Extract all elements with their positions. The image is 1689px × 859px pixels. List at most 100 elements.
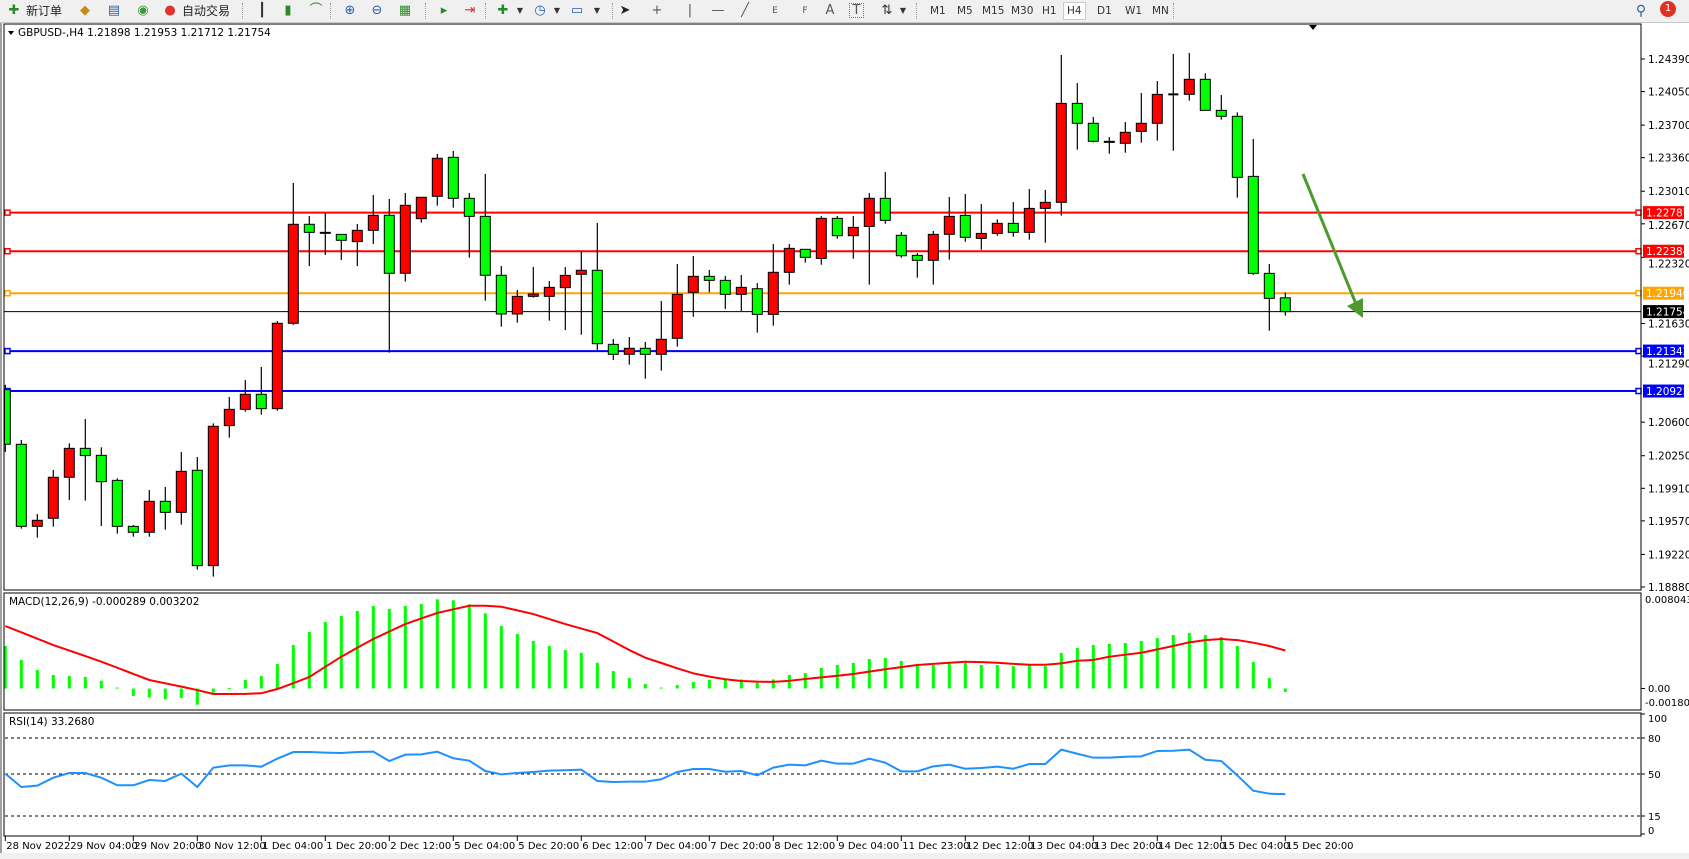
arrows-icon[interactable]: ⇅ <box>881 3 893 18</box>
trendline-icon[interactable]: ╱ <box>741 3 749 18</box>
candle[interactable] <box>415 196 427 223</box>
auto-scroll-icon[interactable]: ▸ <box>440 3 448 18</box>
candle[interactable] <box>1247 139 1259 275</box>
new-order-icon[interactable]: ✚ <box>8 3 20 18</box>
candle[interactable] <box>703 270 715 293</box>
crosshair-icon[interactable]: + <box>651 3 663 18</box>
line-chart-icon[interactable]: ⌒ <box>309 3 323 18</box>
line-anchor-handle[interactable] <box>1635 209 1642 216</box>
candle[interactable] <box>1119 122 1131 153</box>
candle[interactable] <box>559 267 571 330</box>
auto-trading-icon[interactable]: ● <box>164 3 176 18</box>
candle[interactable] <box>367 194 379 244</box>
macd-panel[interactable] <box>3 599 1287 705</box>
candle[interactable] <box>175 451 187 525</box>
candle[interactable] <box>223 396 235 438</box>
candle[interactable] <box>1023 189 1035 240</box>
candle[interactable] <box>911 253 923 278</box>
candle[interactable] <box>1151 81 1163 141</box>
candle[interactable] <box>4 384 11 452</box>
candle[interactable] <box>975 204 987 250</box>
candle[interactable] <box>191 456 203 570</box>
candle[interactable] <box>991 219 1003 236</box>
candle[interactable] <box>63 443 75 500</box>
candle[interactable] <box>1215 95 1227 120</box>
candle[interactable] <box>639 341 651 379</box>
candle[interactable] <box>95 447 107 526</box>
candle[interactable] <box>463 192 475 258</box>
candle[interactable] <box>383 199 395 353</box>
candle[interactable] <box>143 490 155 537</box>
candle[interactable] <box>511 289 523 323</box>
line-anchor-handle[interactable] <box>1635 387 1642 395</box>
timeframe-h4[interactable]: H4 <box>1063 2 1086 20</box>
chart-shift-icon[interactable]: ⇥ <box>464 3 476 18</box>
rsi-panel[interactable]: 100 80 50 15 0 <box>4 713 1667 837</box>
text-tool-icon[interactable]: A <box>825 3 835 18</box>
tile-windows-icon[interactable]: ▦ <box>398 3 412 18</box>
timeframe-h1[interactable]: H1 <box>1042 5 1057 17</box>
candle[interactable] <box>607 339 619 360</box>
candle[interactable] <box>1168 54 1179 151</box>
candle[interactable] <box>719 275 731 310</box>
horizontal-line-icon[interactable]: — <box>711 3 725 18</box>
candle[interactable] <box>319 213 331 255</box>
auto-trading-button[interactable]: 自动交易 <box>182 4 231 18</box>
symbol-menu-triangle-icon[interactable] <box>8 31 14 35</box>
candle[interactable] <box>1039 189 1051 243</box>
timeframe-w1[interactable]: W1 <box>1125 5 1143 17</box>
candle[interactable] <box>927 231 939 285</box>
candle[interactable] <box>287 182 299 326</box>
cursor-icon[interactable]: ➤ <box>619 3 631 18</box>
chevron-down-icon[interactable]: ▼ <box>516 6 524 15</box>
text-label-icon[interactable]: T <box>849 3 864 18</box>
candle[interactable] <box>687 256 699 317</box>
candle[interactable] <box>943 196 955 260</box>
candle[interactable] <box>671 263 683 347</box>
candle[interactable] <box>1135 93 1147 143</box>
timeframe-d1[interactable]: D1 <box>1097 5 1112 17</box>
candle[interactable] <box>1263 264 1275 331</box>
timeframe-mn[interactable]: MN <box>1152 5 1169 17</box>
candle[interactable] <box>399 192 411 282</box>
zoom-in-icon[interactable]: ⊕ <box>344 3 356 18</box>
line-anchor-handle[interactable] <box>4 209 11 216</box>
line-anchor-handle[interactable] <box>1635 289 1642 297</box>
zoom-out-icon[interactable]: ⊖ <box>371 3 383 18</box>
candle[interactable] <box>15 440 27 529</box>
candle[interactable] <box>847 216 859 259</box>
templates-icon[interactable]: ▭ <box>570 3 584 18</box>
candle[interactable] <box>351 224 363 266</box>
candle[interactable] <box>591 222 603 351</box>
candle[interactable] <box>815 216 827 265</box>
timeframe-m5[interactable]: M5 <box>957 5 973 17</box>
candle[interactable] <box>447 150 459 208</box>
candle[interactable] <box>431 153 443 206</box>
chevron-down-icon[interactable]: ▼ <box>553 6 561 15</box>
indicators-icon[interactable]: ✚ <box>497 3 509 18</box>
candle[interactable] <box>623 336 635 365</box>
candle[interactable] <box>767 244 779 326</box>
line-anchor-handle[interactable] <box>4 347 11 355</box>
candle[interactable] <box>799 248 811 263</box>
vertical-line-icon[interactable]: | <box>687 3 693 18</box>
candle[interactable] <box>79 419 91 501</box>
candle[interactable] <box>1279 292 1291 316</box>
line-anchor-handle[interactable] <box>4 289 11 297</box>
timeframe-m30[interactable]: M30 <box>1011 5 1034 17</box>
candle[interactable] <box>1231 112 1243 198</box>
market-watch-icon[interactable]: ◆ <box>80 3 90 18</box>
search-icon[interactable]: ⚲ <box>1635 3 1647 19</box>
candle[interactable] <box>575 251 587 335</box>
candle[interactable] <box>127 525 139 537</box>
data-window-icon[interactable]: ▤ <box>107 3 121 18</box>
trend-arrow[interactable] <box>1301 173 1363 318</box>
chevron-down-icon[interactable]: ▼ <box>899 6 907 15</box>
bar-chart-icon[interactable]: ┃ <box>258 3 266 18</box>
candle[interactable] <box>735 274 747 312</box>
notification-badge[interactable]: 1 <box>1660 1 1676 17</box>
fibo-retracement-icon[interactable]: F <box>802 6 808 16</box>
candle[interactable] <box>1103 137 1115 154</box>
candle[interactable] <box>1199 73 1211 111</box>
